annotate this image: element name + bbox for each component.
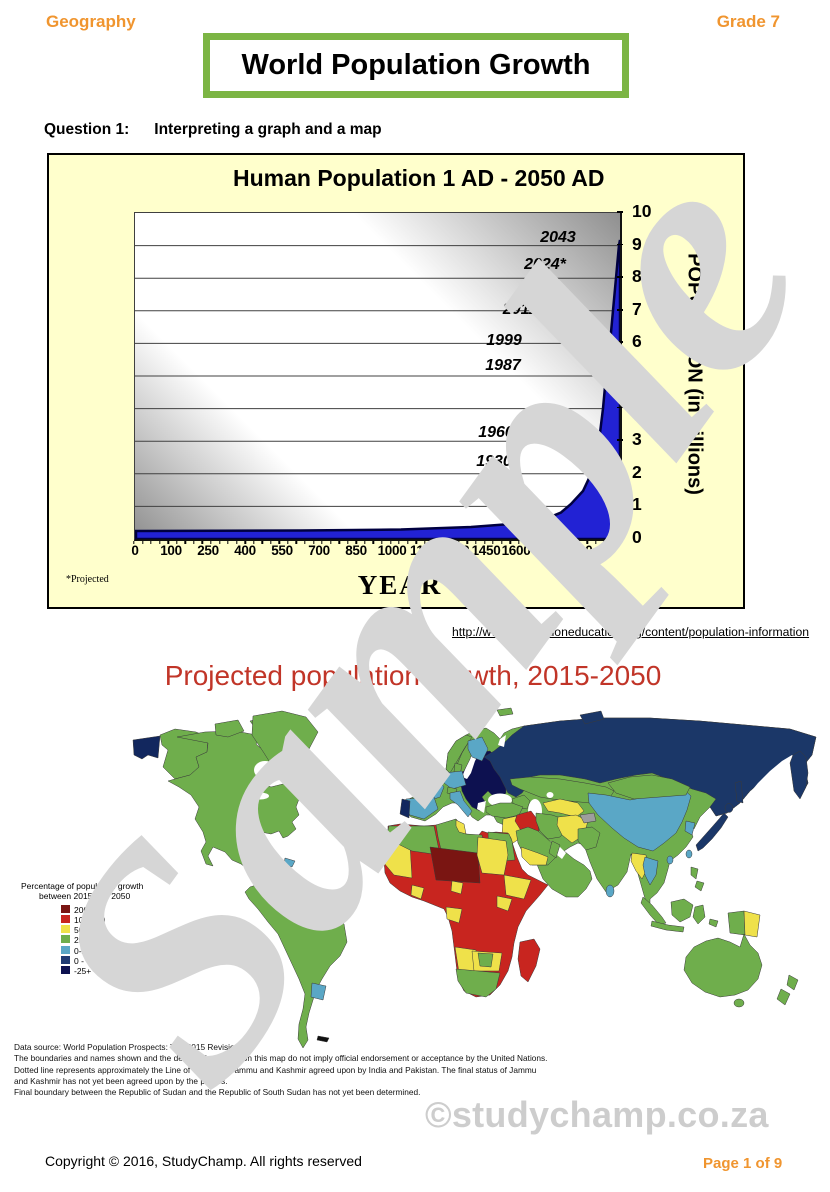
svg-text:between 2015 and 2050: between 2015 and 2050	[39, 891, 130, 901]
svg-text:0-25: 0-25	[74, 946, 91, 956]
svg-text:25-50: 25-50	[74, 935, 96, 945]
svg-text:100-200: 100-200	[74, 915, 105, 925]
svg-text:-25+: -25+	[74, 966, 91, 976]
svg-text:0 - -25: 0 - -25	[74, 956, 99, 966]
svg-text:50-100: 50-100	[74, 925, 101, 935]
svg-text:Percentage of population growt: Percentage of population growth	[21, 881, 144, 891]
svg-text:200+: 200+	[74, 905, 93, 915]
